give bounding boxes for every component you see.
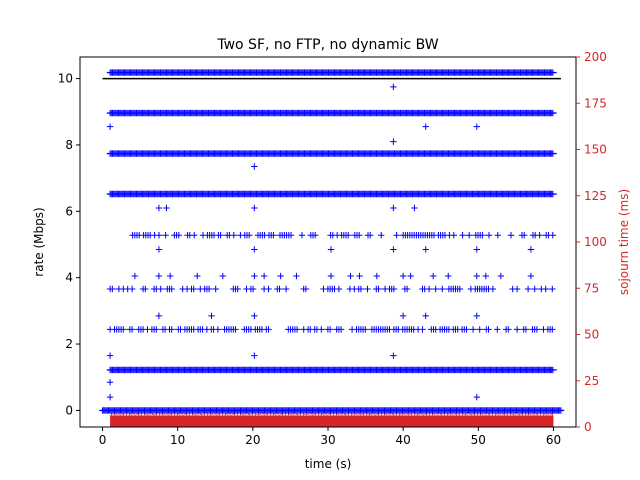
rate-point xyxy=(106,379,114,386)
rate-point xyxy=(219,272,226,280)
rate-point xyxy=(155,312,163,320)
x-tick-label: 60 xyxy=(546,433,561,447)
rate-point xyxy=(390,83,397,91)
rate-series xyxy=(99,69,565,414)
rate-point xyxy=(166,272,174,280)
rate-point xyxy=(327,246,335,253)
y-tick-label: 6 xyxy=(65,204,73,218)
rate-point xyxy=(390,246,397,253)
rate-point xyxy=(327,272,335,280)
rate-sparse-band-1 xyxy=(106,285,556,293)
rate-point xyxy=(251,312,258,320)
rate-sparse-band-2 xyxy=(129,232,556,239)
sojourn-band-texture xyxy=(109,412,554,416)
rate-sparse-band-0 xyxy=(106,326,556,333)
rate-point xyxy=(422,123,429,130)
rate-point xyxy=(422,246,429,253)
rate-band-markers-1 xyxy=(109,366,554,374)
rate-point xyxy=(106,123,114,130)
y2-tick-label: 0 xyxy=(584,420,592,434)
y2-tick-label: 175 xyxy=(584,96,607,110)
rate-point xyxy=(373,272,381,280)
x-tick-label: 50 xyxy=(471,433,486,447)
y2-axis-label: sojourn time (ms) xyxy=(617,189,631,295)
y2-tick-label: 150 xyxy=(584,143,607,157)
chart-title: Two SF, no FTP, no dynamic BW xyxy=(216,37,438,53)
y-axis-label: rate (Mbps) xyxy=(32,207,46,276)
y-tick-label: 2 xyxy=(65,337,73,351)
y-tick-label: 0 xyxy=(65,403,73,417)
rate-point xyxy=(163,204,170,212)
x-tick-label: 20 xyxy=(245,433,260,447)
x-tick-label: 30 xyxy=(320,433,335,447)
rate-point xyxy=(473,272,480,280)
y-tick-label: 4 xyxy=(65,271,73,285)
rate-point xyxy=(473,123,480,130)
rate-point xyxy=(277,272,284,280)
rate-point xyxy=(422,312,429,320)
y2-tick-label: 100 xyxy=(584,235,607,249)
rate-point xyxy=(155,204,163,212)
sojourn-band xyxy=(110,415,554,427)
y2-tick-label: 200 xyxy=(584,50,607,64)
rate-point xyxy=(251,246,258,253)
rate-point xyxy=(106,393,114,401)
rate-point xyxy=(208,312,215,320)
rate-point xyxy=(260,272,268,280)
rate-band-markers-3 xyxy=(109,150,554,157)
rate-point xyxy=(155,272,163,280)
rate-point xyxy=(497,272,505,280)
y-axis-left: 0 2 4 6 8 10 xyxy=(58,72,80,417)
rate-point xyxy=(407,272,414,280)
rate-point xyxy=(356,272,363,280)
rate-point xyxy=(155,246,163,253)
rate-point xyxy=(527,246,535,253)
rate-point xyxy=(482,272,490,280)
rate-point xyxy=(430,272,437,280)
rate-band-markers-2 xyxy=(109,190,554,198)
y-tick-label: 10 xyxy=(58,72,73,86)
y2-tick-label: 25 xyxy=(584,374,599,388)
rate-point xyxy=(473,393,480,401)
rate-band-markers-4 xyxy=(109,109,554,117)
rate-point xyxy=(399,272,407,280)
rate-point xyxy=(106,352,114,359)
y2-tick-label: 50 xyxy=(584,328,599,342)
rate-point xyxy=(527,272,535,280)
rate-point xyxy=(473,312,480,320)
y2-tick-label: 75 xyxy=(584,281,599,295)
y-axis-right: 0 25 50 75 100 125 150 175 200 xyxy=(576,50,607,434)
rate-point xyxy=(251,163,258,170)
rate-point xyxy=(390,138,397,145)
rate-point xyxy=(251,352,258,359)
sojourn-series xyxy=(109,412,554,427)
y-tick-label: 8 xyxy=(65,138,73,152)
rate-band-markers-0 xyxy=(102,407,562,414)
rate-band-markers-5 xyxy=(109,69,554,76)
rate-point xyxy=(131,272,139,280)
rate-point xyxy=(411,204,418,212)
rate-point xyxy=(194,272,201,280)
rate-point xyxy=(293,272,300,280)
x-tick-label: 40 xyxy=(396,433,411,447)
rate-point xyxy=(347,272,354,280)
y2-tick-label: 125 xyxy=(584,189,607,203)
x-axis-label: time (s) xyxy=(305,457,352,471)
rate-point xyxy=(251,272,258,280)
rate-point xyxy=(251,204,258,212)
rate-point xyxy=(445,272,452,280)
x-axis: 0 10 20 30 40 50 60 xyxy=(99,427,561,447)
rate-point xyxy=(390,204,397,212)
rate-point xyxy=(399,312,407,320)
x-tick-label: 0 xyxy=(99,433,107,447)
rate-point xyxy=(473,246,480,253)
rate-point xyxy=(390,352,397,359)
x-tick-label: 10 xyxy=(170,433,185,447)
